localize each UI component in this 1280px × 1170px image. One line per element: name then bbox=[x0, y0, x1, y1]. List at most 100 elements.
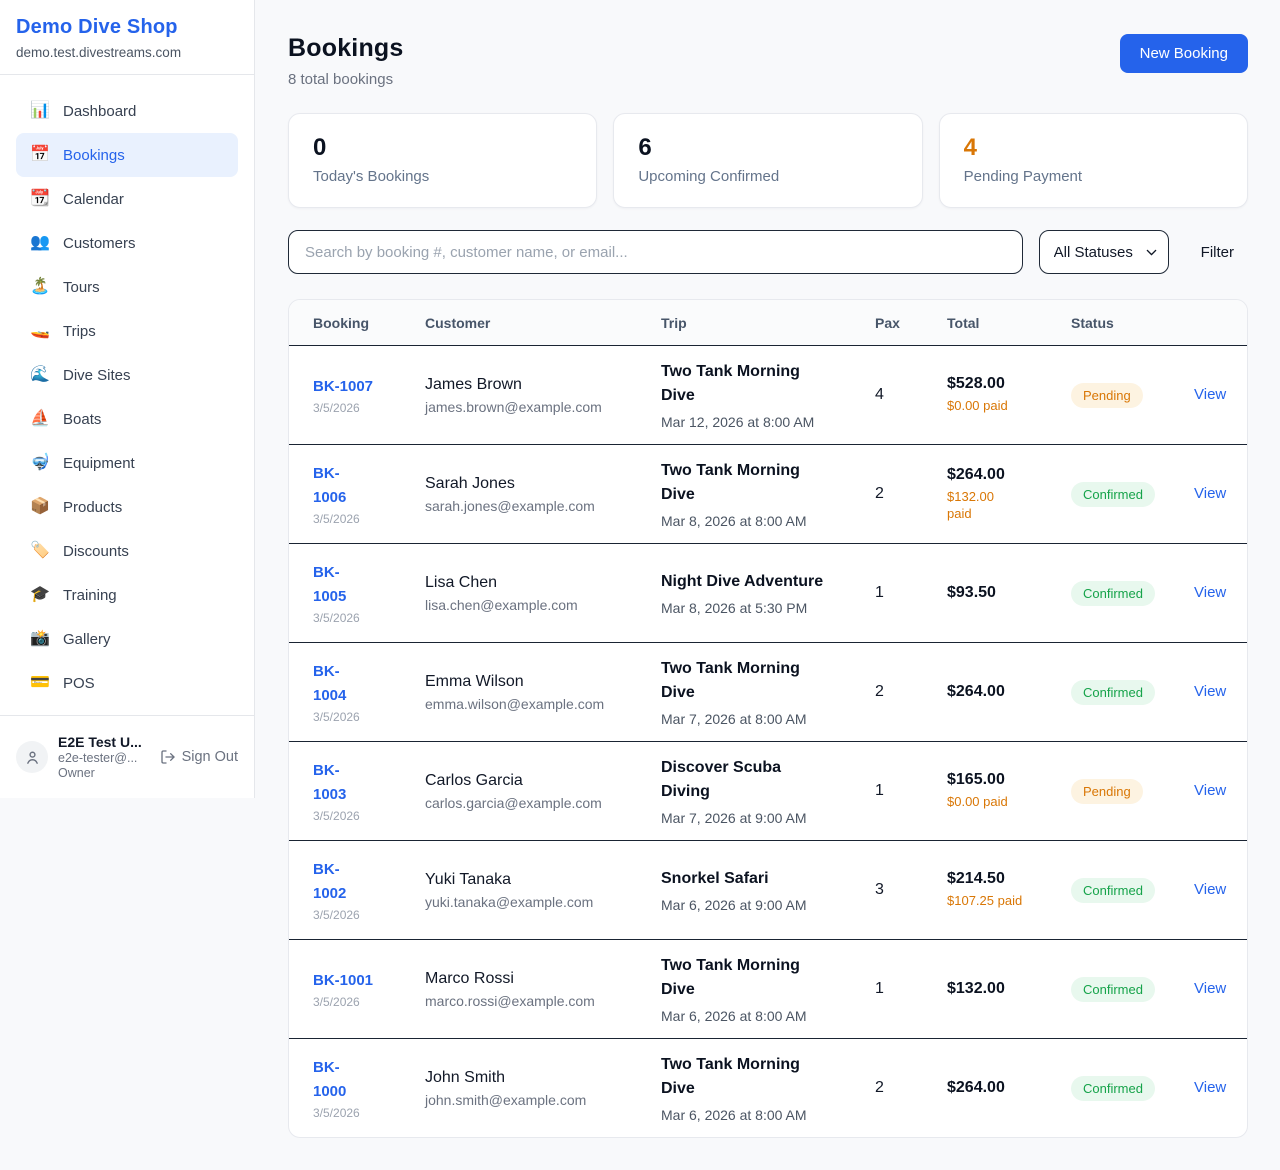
user-icon bbox=[26, 751, 38, 764]
sidebar-item-gallery[interactable]: 📸 Gallery bbox=[16, 617, 238, 661]
view-link[interactable]: View bbox=[1194, 980, 1227, 997]
sidebar-nav: 📊 Dashboard 📅 Bookings 📆 Calendar 👥 Customers 🏝️… bbox=[0, 75, 254, 715]
sidebar-item-training[interactable]: 🎓 Training bbox=[16, 573, 238, 617]
avatar bbox=[16, 741, 48, 773]
customer-cell: Yuki Tanaka yuki.tanaka@example.com bbox=[425, 871, 661, 910]
pos-icon: 💳 bbox=[30, 674, 50, 691]
view-link[interactable]: View bbox=[1194, 782, 1227, 799]
customer-name: John Smith bbox=[425, 1068, 506, 1086]
user-role: Owner bbox=[58, 766, 95, 780]
booking-id-link[interactable]: BK-1007 bbox=[313, 377, 374, 395]
total-cell: $264.00 $132.00 paid bbox=[947, 466, 1071, 522]
products-icon: 📦 bbox=[30, 498, 50, 515]
column-header-total: Total bbox=[947, 314, 980, 331]
customer-cell: James Brown james.brown@example.com bbox=[425, 376, 661, 415]
sidebar-item-label: Products bbox=[63, 498, 123, 516]
status-cell: Confirmed bbox=[1071, 877, 1194, 903]
booking-date: 3/5/2026 bbox=[313, 511, 360, 526]
customer-email: yuki.tanaka@example.com bbox=[425, 893, 594, 910]
trip-datetime: Mar 7, 2026 at 9:00 AM bbox=[661, 810, 807, 826]
customer-cell: Lisa Chen lisa.chen@example.com bbox=[425, 574, 661, 613]
stat-label: Pending Payment bbox=[963, 168, 1083, 185]
user-name: E2E Test U... bbox=[58, 734, 142, 750]
trip-name: Two Tank Morning Dive bbox=[661, 1056, 800, 1097]
sidebar-item-tours[interactable]: 🏝️ Tours bbox=[16, 265, 238, 309]
sidebar-item-equipment[interactable]: 🤿 Equipment bbox=[16, 441, 238, 485]
customer-email: carlos.garcia@example.com bbox=[425, 794, 602, 811]
paid-amount: $132.00 paid bbox=[947, 489, 994, 521]
sidebar-item-trips[interactable]: 🚤 Trips bbox=[16, 309, 238, 353]
actions-cell: View bbox=[1194, 584, 1227, 602]
booking-id-link[interactable]: BK- 1000 bbox=[313, 1059, 347, 1100]
booking-id-link[interactable]: BK- 1002 bbox=[313, 861, 347, 902]
bookings-table: Booking Customer Trip Pax Total Status BK-100… bbox=[288, 299, 1248, 1138]
booking-cell: BK- 1005 3/5/2026 bbox=[313, 561, 425, 625]
total-bookings-subtitle: 8 total bookings bbox=[288, 71, 394, 88]
equipment-icon: 🤿 bbox=[30, 454, 50, 471]
status-cell: Confirmed bbox=[1071, 1075, 1194, 1101]
pax-cell: 1 bbox=[875, 980, 884, 997]
view-link[interactable]: View bbox=[1194, 881, 1227, 898]
new-booking-button[interactable]: New Booking bbox=[1119, 34, 1248, 73]
sidebar-item-customers[interactable]: 👥 Customers bbox=[16, 221, 238, 265]
view-link[interactable]: View bbox=[1194, 584, 1227, 601]
trip-cell: Snorkel Safari Mar 6, 2026 at 9:00 AM bbox=[661, 867, 875, 913]
customer-name: James Brown bbox=[425, 375, 522, 393]
total-cell: $264.00 bbox=[947, 683, 1071, 701]
total-amount: $93.50 bbox=[947, 584, 996, 601]
training-icon: 🎓 bbox=[30, 586, 50, 603]
sidebar-item-dashboard[interactable]: 📊 Dashboard bbox=[16, 89, 238, 133]
customer-cell: Marco Rossi marco.rossi@example.com bbox=[425, 970, 661, 1009]
sidebar-item-boats[interactable]: ⛵ Boats bbox=[16, 397, 238, 441]
trip-datetime: Mar 8, 2026 at 5:30 PM bbox=[661, 600, 808, 616]
view-link[interactable]: View bbox=[1194, 1079, 1227, 1096]
filter-button[interactable]: Filter bbox=[1200, 243, 1234, 261]
booking-id-link[interactable]: BK- 1004 bbox=[313, 663, 347, 704]
sidebar-item-bookings[interactable]: 📅 Bookings bbox=[16, 133, 238, 177]
customer-email: james.brown@example.com bbox=[425, 398, 602, 415]
trip-datetime: Mar 8, 2026 at 8:00 AM bbox=[661, 513, 807, 529]
user-info: E2E Test U... e2e-tester@... Owner bbox=[58, 734, 150, 780]
table-header-row: Booking Customer Trip Pax Total Status bbox=[289, 300, 1247, 345]
customer-cell: John Smith john.smith@example.com bbox=[425, 1069, 661, 1108]
status-badge: Pending bbox=[1071, 382, 1143, 408]
sidebar-item-products[interactable]: 📦 Products bbox=[16, 485, 238, 529]
sidebar-item-discounts[interactable]: 🏷️ Discounts bbox=[16, 529, 238, 573]
status-cell: Confirmed bbox=[1071, 679, 1194, 705]
sidebar-item-pos[interactable]: 💳 POS bbox=[16, 661, 238, 705]
booking-id-link[interactable]: BK- 1006 bbox=[313, 465, 347, 506]
trip-cell: Two Tank Morning Dive Mar 6, 2026 at 8:00… bbox=[661, 954, 875, 1024]
user-email: e2e-tester@... bbox=[58, 751, 138, 765]
column-header-status: Status bbox=[1071, 314, 1114, 331]
pax-cell: 1 bbox=[875, 584, 884, 601]
stat-value: 4 bbox=[963, 134, 978, 161]
column-header-trip: Trip bbox=[661, 314, 687, 331]
paid-amount: $0.00 paid bbox=[947, 794, 1008, 810]
view-link[interactable]: View bbox=[1194, 683, 1227, 700]
pax-cell: 2 bbox=[875, 683, 884, 700]
search-input[interactable] bbox=[288, 230, 1023, 274]
trip-datetime: Mar 6, 2026 at 9:00 AM bbox=[661, 897, 807, 913]
sidebar-item-calendar[interactable]: 📆 Calendar bbox=[16, 177, 238, 221]
trip-name: Two Tank Morning Dive bbox=[661, 363, 800, 404]
customer-name: Lisa Chen bbox=[425, 573, 498, 591]
booking-id-link[interactable]: BK- 1003 bbox=[313, 762, 347, 803]
sign-out-button[interactable]: Sign Out bbox=[160, 749, 238, 765]
sidebar-item-dive-sites[interactable]: 🌊 Dive Sites bbox=[16, 353, 238, 397]
status-badge: Confirmed bbox=[1071, 877, 1155, 903]
brand-domain: demo.test.divestreams.com bbox=[16, 45, 182, 60]
view-link[interactable]: View bbox=[1194, 386, 1227, 403]
customer-name: Emma Wilson bbox=[425, 672, 524, 690]
status-filter-select[interactable]: All Statuses bbox=[1038, 230, 1169, 274]
view-link[interactable]: View bbox=[1194, 485, 1227, 502]
booking-id-link[interactable]: BK-1001 bbox=[313, 971, 374, 989]
total-cell: $93.50 bbox=[947, 584, 1071, 602]
pax-cell: 1 bbox=[875, 782, 884, 799]
trip-datetime: Mar 6, 2026 at 8:00 AM bbox=[661, 1008, 807, 1024]
boats-icon: ⛵ bbox=[30, 410, 50, 427]
tours-icon: 🏝️ bbox=[30, 278, 50, 295]
stat-card-todays-bookings: 0 Today's Bookings bbox=[288, 113, 598, 208]
sidebar: Demo Dive Shop demo.test.divestreams.com… bbox=[0, 0, 255, 798]
booking-id-link[interactable]: BK- 1005 bbox=[313, 564, 347, 605]
booking-date: 3/5/2026 bbox=[313, 610, 360, 625]
